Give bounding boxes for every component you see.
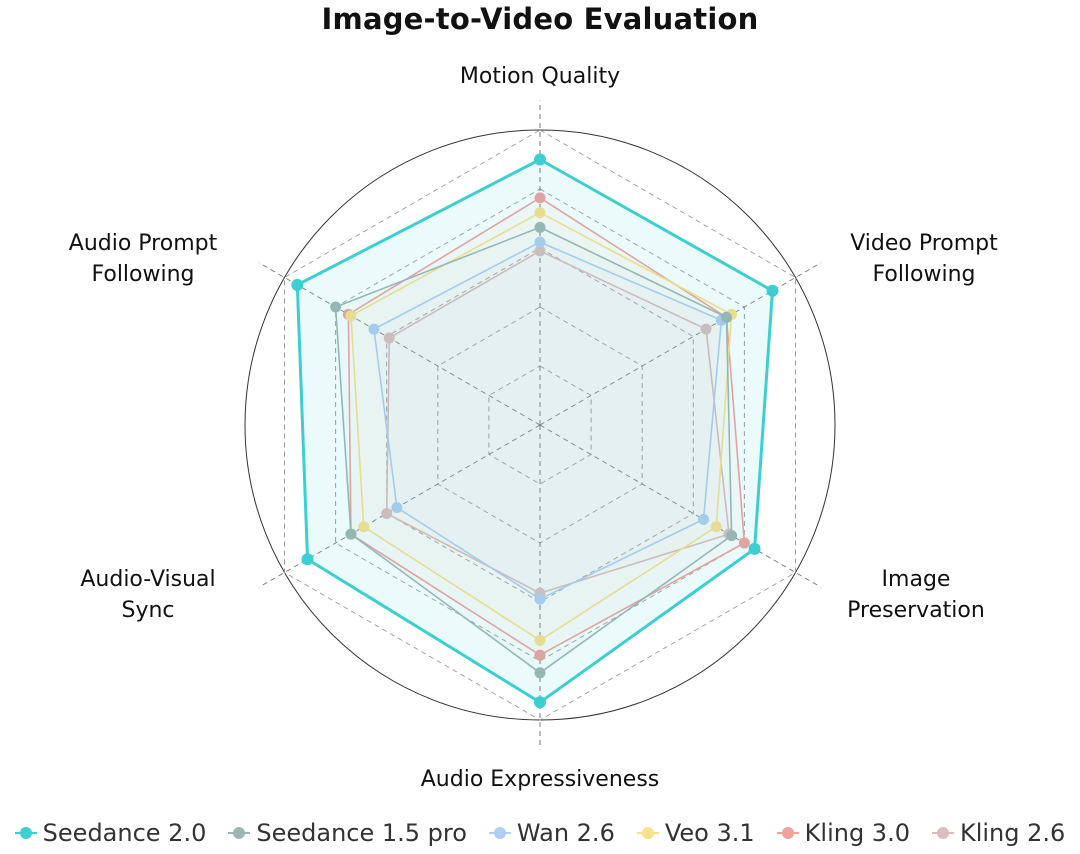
data-point <box>748 542 761 555</box>
legend-marker <box>776 826 799 840</box>
data-point <box>534 593 546 605</box>
legend-item: Kling 3.0 <box>776 819 910 847</box>
axis-label: Audio Expressiveness <box>421 767 660 792</box>
data-point <box>534 696 546 709</box>
series-kling-2-6 <box>381 245 735 599</box>
data-point <box>534 207 546 219</box>
legend-marker <box>228 826 251 840</box>
data-point <box>383 332 395 344</box>
legend-item: Seedance 2.0 <box>14 819 207 847</box>
axis-spoke <box>258 262 541 426</box>
data-point <box>345 528 357 540</box>
legend-item: Kling 2.6 <box>931 819 1066 847</box>
legend-marker <box>14 826 37 840</box>
data-point <box>700 323 712 335</box>
data-point <box>766 284 779 297</box>
data-point <box>534 236 546 248</box>
data-point <box>726 530 738 542</box>
data-point <box>534 649 546 661</box>
legend-label: Veo 3.1 <box>664 819 755 847</box>
data-point <box>330 301 342 313</box>
axis-label: Image Preservation <box>847 567 985 623</box>
legend-item: Seedance 1.5 pro <box>228 819 467 847</box>
series-veo-3-1 <box>345 207 738 646</box>
legend-label: Seedance 2.0 <box>42 819 207 847</box>
axis-labels: Motion Quality Video Prompt Following Image… <box>69 64 998 792</box>
data-point <box>534 153 546 166</box>
legend-label: Seedance 1.5 pro <box>256 819 467 847</box>
data-point <box>534 667 546 679</box>
series-seedance-2-0 <box>291 153 779 709</box>
grid-ring <box>284 129 796 721</box>
legend-marker <box>636 826 659 840</box>
data-point <box>358 521 370 533</box>
legend: Seedance 2.0 Seedance 1.5 pro Wan 2.6 Veo 3… <box>0 815 1080 851</box>
legend-item: Wan 2.6 <box>488 819 615 847</box>
axis-label: Video Prompt Following <box>850 231 998 287</box>
radar-series <box>291 153 779 709</box>
series-seedance-1-5-pro <box>330 221 738 679</box>
legend-label: Kling 2.6 <box>959 819 1066 847</box>
legend-item: Veo 3.1 <box>636 819 755 847</box>
data-point <box>710 521 722 533</box>
axis-label: Audio Prompt Following <box>69 231 218 287</box>
data-point <box>534 634 546 646</box>
axis-label: Motion Quality <box>460 64 620 89</box>
data-point <box>698 513 710 525</box>
data-point <box>381 508 393 519</box>
data-point <box>738 537 750 549</box>
data-point <box>345 310 357 322</box>
legend-label: Wan 2.6 <box>516 819 615 847</box>
data-point <box>368 323 380 335</box>
legend-marker <box>931 826 954 840</box>
legend-label: Kling 3.0 <box>804 819 910 847</box>
data-point <box>534 221 546 233</box>
data-point <box>391 502 403 514</box>
data-point <box>534 192 546 204</box>
series-wan-2-6 <box>368 236 727 605</box>
data-point <box>301 553 314 566</box>
data-point <box>534 245 546 257</box>
legend-marker <box>488 826 511 840</box>
axis-label: Audio-Visual Sync <box>80 567 215 623</box>
chart-title: Image-to-Video Evaluation <box>321 2 759 36</box>
axis-spoke <box>539 424 822 588</box>
data-point <box>291 278 304 291</box>
data-point <box>720 311 732 323</box>
